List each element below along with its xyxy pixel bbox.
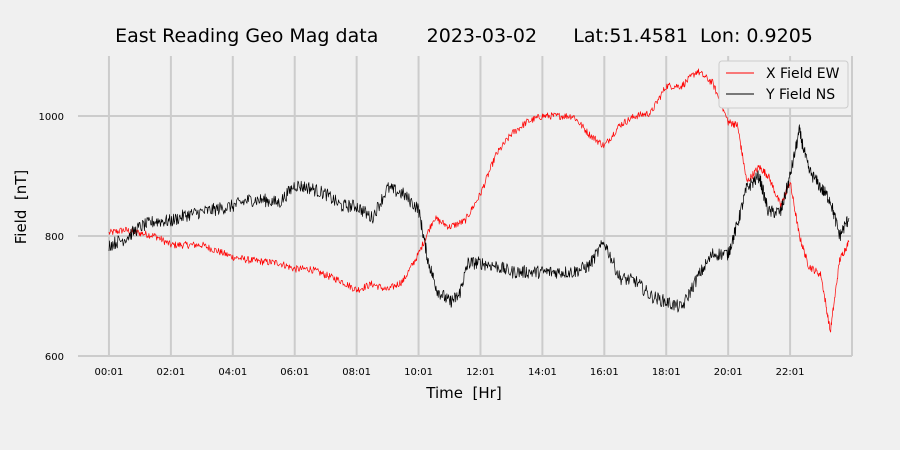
x-tick-label: 18:01 (652, 367, 681, 378)
y-tick-label: 800 (45, 232, 64, 243)
legend-label-x-field: X Field EW (766, 66, 840, 82)
series-lines (108, 68, 850, 333)
x-tick-label: 16:01 (590, 367, 619, 378)
x-tick-label: 12:01 (466, 367, 495, 378)
x-tick-label: 14:01 (528, 367, 557, 378)
chart-title: East Reading Geo Mag data 2023-03-02 Lat… (115, 25, 813, 47)
x-tick-label: 20:01 (714, 367, 743, 378)
x-axis-label: Time [Hr] (425, 384, 501, 402)
x-tick-label: 06:01 (280, 367, 309, 378)
series-line-x-field (108, 68, 850, 333)
x-tick-labels: 00:01 02:01 04:01 06:01 08:01 10:01 12:01 14:01… (95, 367, 805, 378)
x-tick-label: 10:01 (404, 367, 433, 378)
y-axis-label: Field [nT] (12, 170, 30, 245)
y-tick-label: 600 (45, 352, 64, 363)
series-line-y-field (108, 124, 850, 313)
x-tick-label: 04:01 (218, 367, 247, 378)
x-tick-label: 08:01 (342, 367, 371, 378)
x-tick-label: 00:01 (95, 367, 124, 378)
y-tick-label: 1000 (39, 112, 64, 123)
legend-label-y-field: Y Field NS (765, 87, 835, 103)
x-tick-label: 22:01 (776, 367, 805, 378)
y-tick-labels: 600 800 1000 (39, 112, 64, 363)
legend: X Field EW Y Field NS (718, 60, 849, 109)
x-tick-label: 02:01 (156, 367, 185, 378)
